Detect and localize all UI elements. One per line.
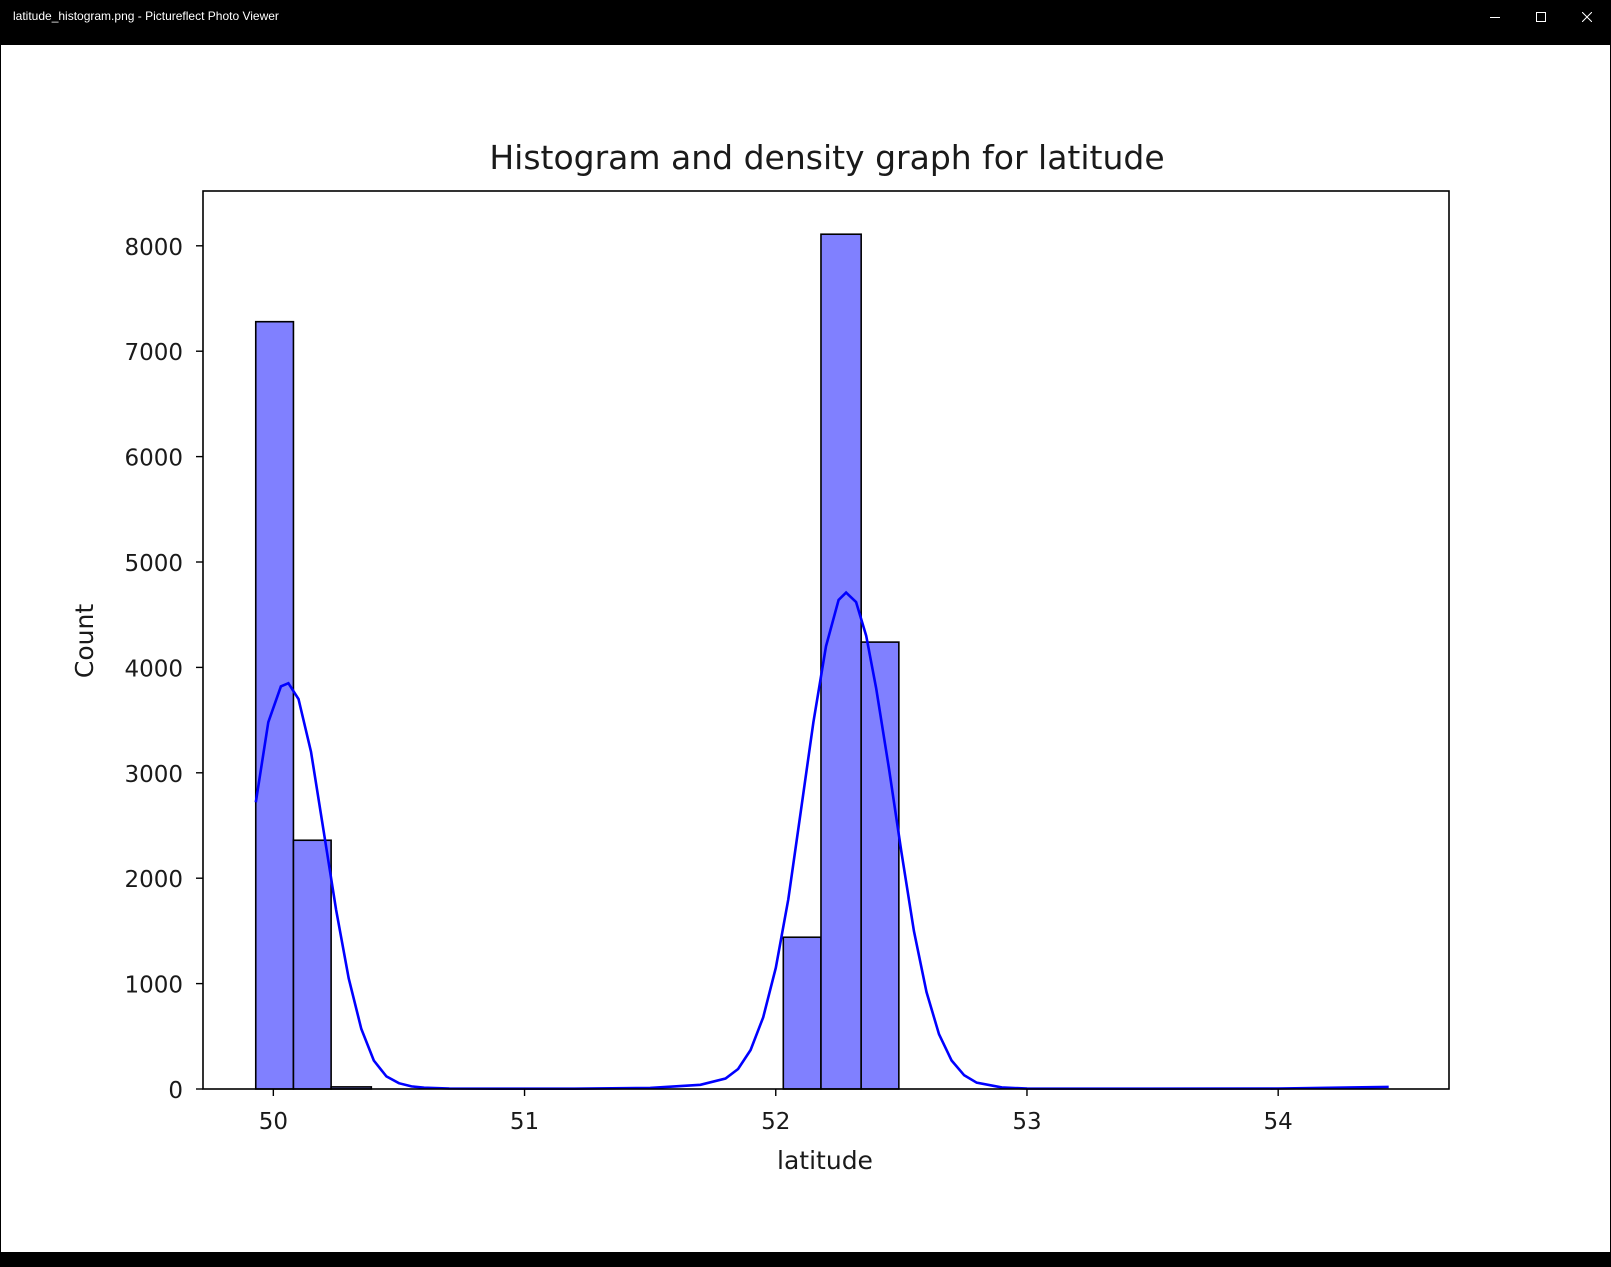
title-bar[interactable]: latitude_histogram.png - Pictureflect Ph…	[0, 0, 1611, 45]
maximize-icon	[1536, 12, 1546, 22]
y-axis-label: Count	[70, 604, 99, 678]
y-axis-ticks: 0 1000 2000 3000 4000 5000 6000 7000 8000	[124, 235, 203, 1104]
window-title: latitude_histogram.png - Pictureflect Ph…	[13, 9, 279, 23]
y-tick-label: 7000	[124, 340, 183, 366]
y-tick-label: 8000	[124, 235, 183, 261]
histogram-bar-4	[820, 233, 862, 1090]
chart-title: Histogram and density graph for latitude	[489, 138, 1164, 177]
x-axis-ticks: 50 51 52 53 54	[259, 1089, 1293, 1135]
y-tick-label: 4000	[124, 656, 183, 682]
minimize-icon	[1490, 12, 1500, 22]
plot-frame	[202, 190, 1450, 1090]
y-tick-label: 1000	[124, 973, 183, 999]
y-tick-label: 5000	[124, 551, 183, 577]
x-tick-label: 50	[259, 1109, 288, 1135]
x-tick-label: 52	[761, 1109, 790, 1135]
maximize-button[interactable]	[1518, 0, 1564, 34]
y-tick-label: 2000	[124, 867, 183, 893]
x-axis-label: latitude	[777, 1146, 873, 1175]
x-tick-label: 54	[1264, 1109, 1293, 1135]
y-tick-label: 0	[168, 1078, 183, 1104]
y-tick-label: 6000	[124, 446, 183, 472]
histogram-bars	[254, 233, 900, 1090]
histogram-chart: Histogram and density graph for latitude…	[70, 138, 1450, 1175]
close-icon	[1582, 12, 1592, 22]
image-viewport[interactable]: Histogram and density graph for latitude…	[1, 45, 1610, 1252]
x-tick-label: 51	[510, 1109, 539, 1135]
bottom-bar	[0, 1252, 1611, 1267]
density-curve	[254, 590, 1389, 1091]
close-button[interactable]	[1564, 0, 1610, 34]
y-tick-label: 3000	[124, 762, 183, 788]
minimize-button[interactable]	[1472, 0, 1518, 34]
histogram-bar-3	[782, 936, 822, 1090]
x-tick-label: 53	[1012, 1109, 1041, 1135]
histogram-bar-1	[292, 839, 332, 1090]
